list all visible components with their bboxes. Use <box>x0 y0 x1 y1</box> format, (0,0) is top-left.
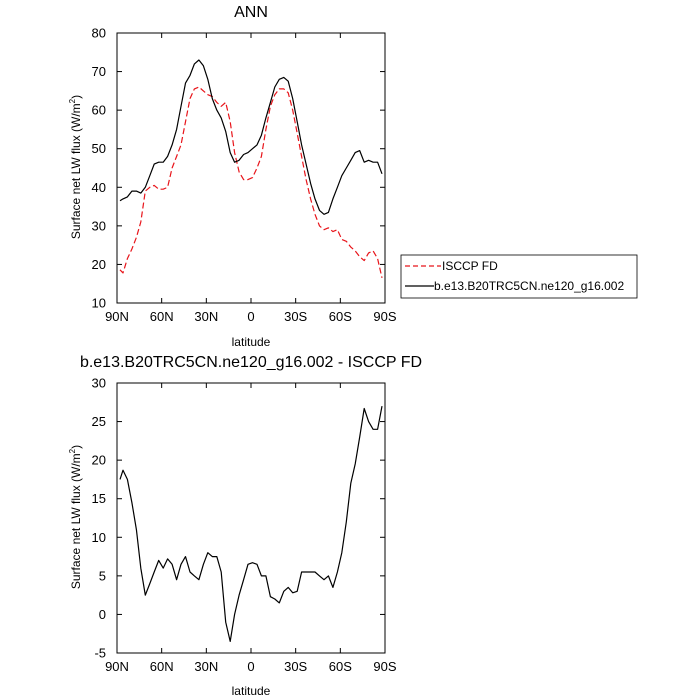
bottom-series-line-0 <box>119 405 383 643</box>
bottom-panel-title: b.e13.B20TRC5CN.ne120_g16.002 - ISCCP FD <box>80 354 422 371</box>
bottom-y-tick-label: 5 <box>99 568 106 583</box>
bottom-y-axis-label: Surface net LW flux (W/m2) <box>68 445 83 589</box>
legend: ISCCP FD b.e13.B20TRC5CN.ne120_g16.002 <box>400 254 638 299</box>
top-y-tick-label: 50 <box>92 141 106 156</box>
top-y-axis-label: Surface net LW flux (W/m2) <box>68 95 83 239</box>
top-y-tick-label: 70 <box>92 64 106 79</box>
legend-label-isccp: ISCCP FD <box>442 259 498 273</box>
legend-label-model: b.e13.B20TRC5CN.ne120_g16.002 <box>434 279 624 293</box>
top-y-tick-label: 80 <box>92 26 106 41</box>
top-y-tick-label: 20 <box>92 257 106 272</box>
bottom-series-group <box>119 405 383 643</box>
top-y-tick-label: 40 <box>92 180 106 195</box>
top-x-tick-label: 60N <box>150 309 174 324</box>
top-series-line-1 <box>119 59 383 215</box>
bottom-x-tick-label: 90S <box>373 659 396 674</box>
bottom-x-tick-label: 60N <box>150 659 174 674</box>
legend-box <box>400 254 638 299</box>
bottom-ticks: 90N 60N 30N 0 30S 60S 90S -5 0 5 10 15 20 25 30 <box>92 376 397 675</box>
bottom-y-tick-label: 25 <box>92 414 106 429</box>
bottom-y-tick-label: 20 <box>92 453 106 468</box>
top-series-line-0 <box>119 86 383 279</box>
top-x-tick-label: 90N <box>105 309 129 324</box>
top-y-tick-label: 30 <box>92 218 106 233</box>
bottom-x-tick-label: 0 <box>247 659 254 674</box>
bottom-x-axis-label: latitude <box>232 684 271 698</box>
top-y-tick-label: 60 <box>92 103 106 118</box>
bottom-y-tick-label: -5 <box>94 646 106 661</box>
bottom-x-tick-label: 90N <box>105 659 129 674</box>
top-series-group <box>119 59 383 279</box>
top-plot-frame <box>116 32 386 304</box>
top-x-tick-label: 30S <box>284 309 307 324</box>
top-x-tick-label: 90S <box>373 309 396 324</box>
top-x-tick-label: 30N <box>194 309 218 324</box>
bottom-x-tick-label: 60S <box>329 659 352 674</box>
bottom-y-tick-label: 15 <box>92 491 106 506</box>
top-panel-title: ANN <box>234 4 268 21</box>
top-x-tick-label: 60S <box>329 309 352 324</box>
bottom-plot-frame <box>116 382 386 654</box>
bottom-x-tick-label: 30N <box>194 659 218 674</box>
bottom-x-tick-label: 30S <box>284 659 307 674</box>
top-x-tick-label: 0 <box>247 309 254 324</box>
top-panel: ANN latitude Surface net LW flux (W/m2) … <box>68 4 397 349</box>
top-ticks: 90N 60N 30N 0 30S 60S 90S 10 20 30 40 50 60 70 80 <box>92 26 397 325</box>
bottom-y-tick-label: 10 <box>92 530 106 545</box>
bottom-panel: b.e13.B20TRC5CN.ne120_g16.002 - ISCCP FD… <box>68 354 422 698</box>
top-y-tick-label: 10 <box>92 296 106 311</box>
bottom-y-tick-label: 0 <box>99 607 106 622</box>
bottom-y-tick-label: 30 <box>92 376 106 391</box>
top-x-axis-label: latitude <box>232 335 271 349</box>
